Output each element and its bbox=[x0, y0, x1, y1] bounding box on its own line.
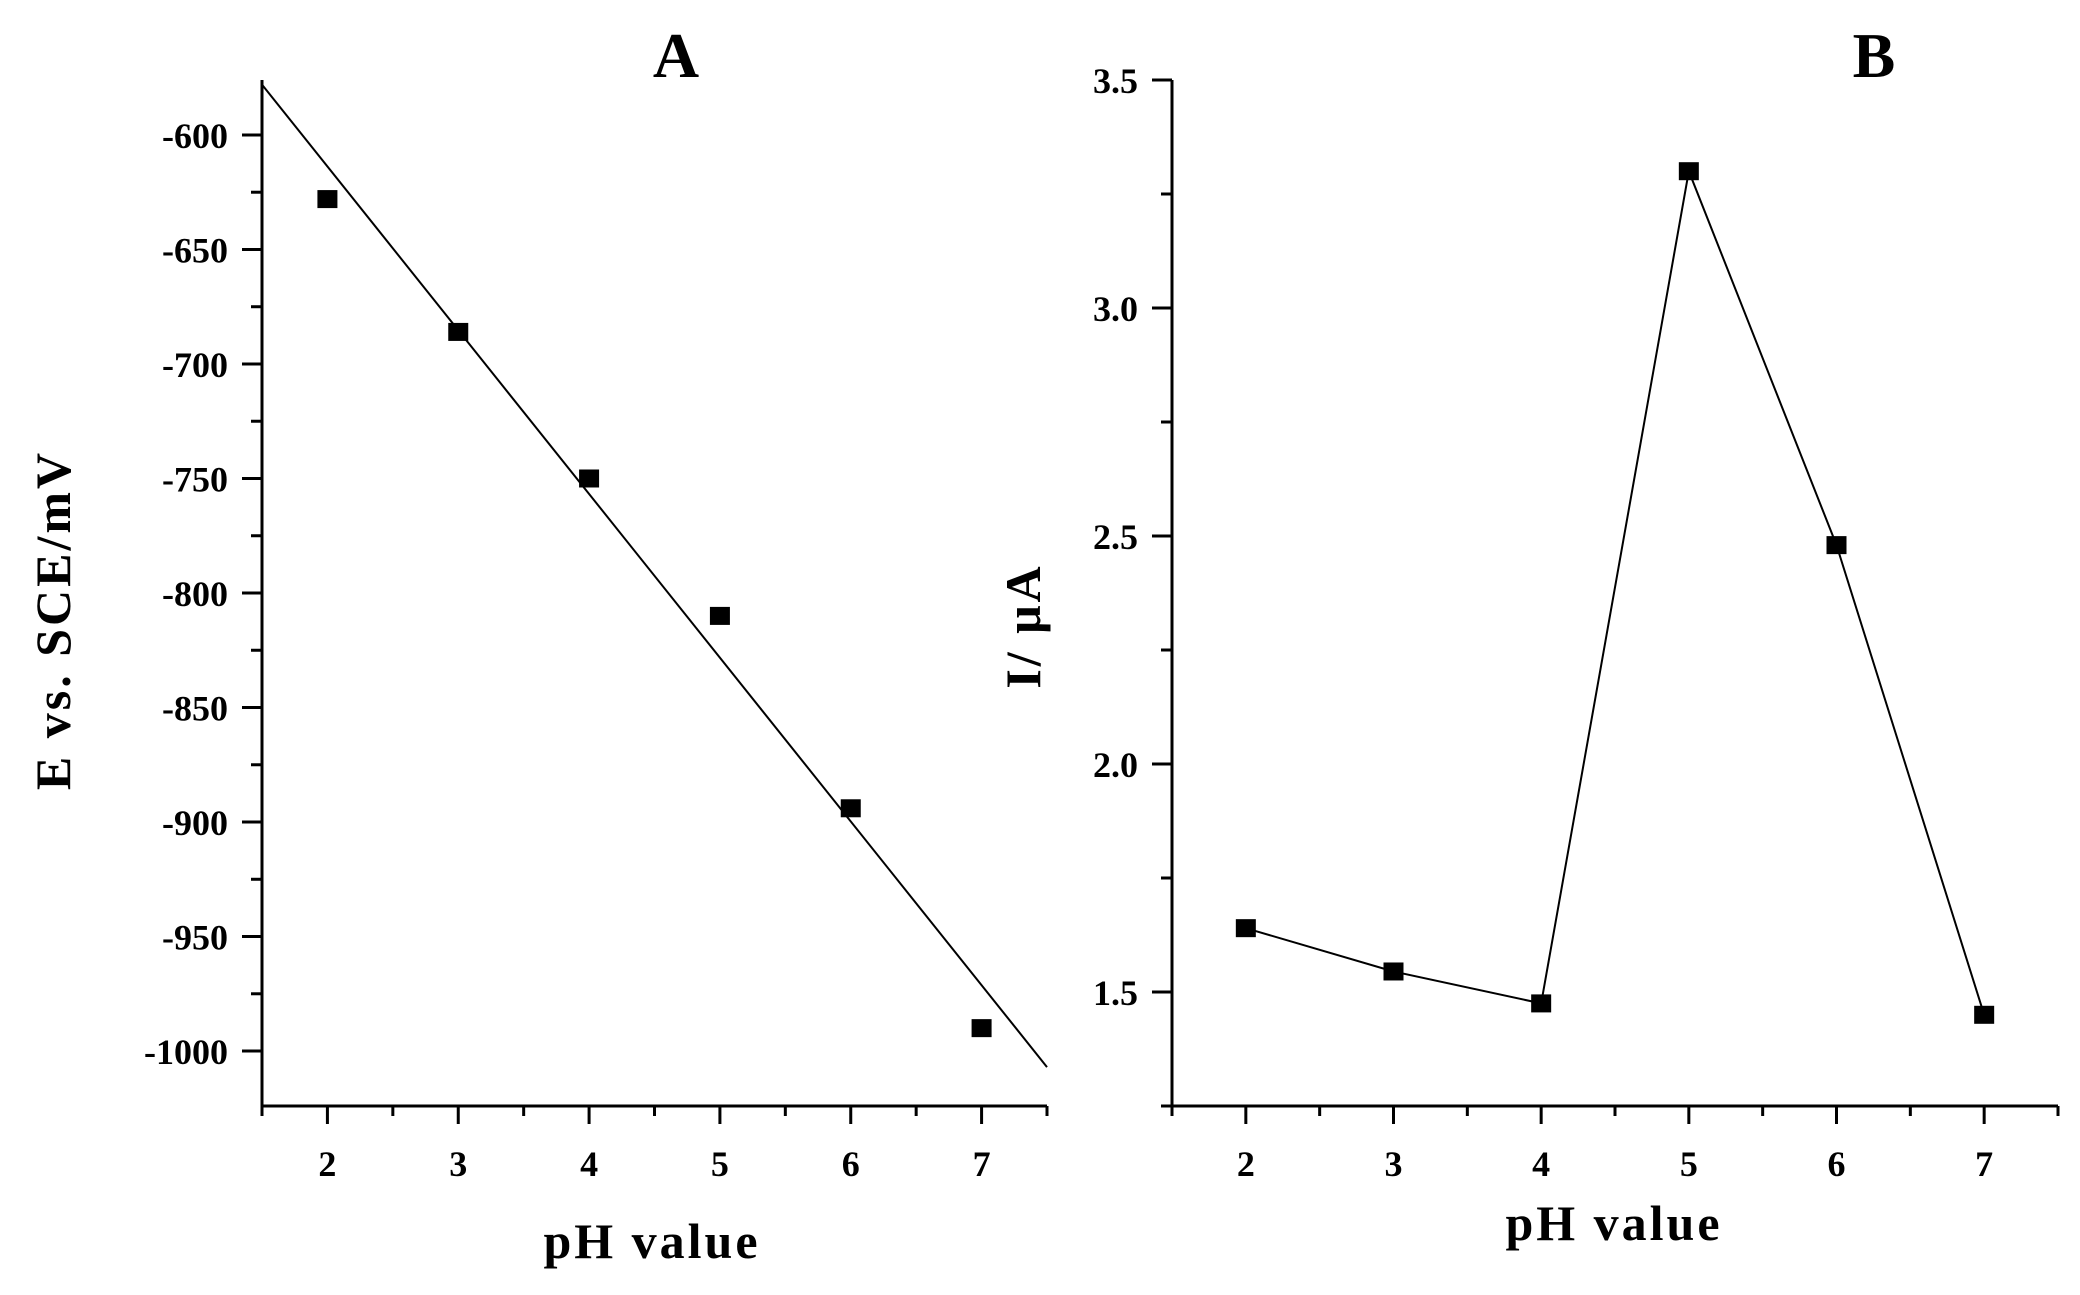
panel-b-x-tick-label: 2 bbox=[1237, 1144, 1255, 1184]
panel-a-x-tick-label: 3 bbox=[449, 1144, 467, 1184]
panel-b-y-tick-label: 2.5 bbox=[1093, 517, 1138, 557]
panel-b-y-tick-label: 3.5 bbox=[1093, 61, 1138, 101]
panel-b-x-tick-label: 3 bbox=[1385, 1144, 1403, 1184]
panel-b-y-tick-label: 2.0 bbox=[1093, 745, 1138, 785]
panel-a-data-point bbox=[840, 799, 861, 818]
panel-a-title: A bbox=[653, 20, 699, 91]
panel-a-y-tick-label: -900 bbox=[162, 803, 228, 843]
panel-a-x-tick-label: 7 bbox=[973, 1144, 991, 1184]
panel-a-y-tick-label: -650 bbox=[162, 230, 228, 270]
panel-a-y-tick-label: -750 bbox=[162, 459, 228, 499]
panel-b-data-point bbox=[1974, 1005, 1995, 1024]
panel-b-x-axis-title: pH value bbox=[1505, 1195, 1722, 1251]
panel-b-data-point bbox=[1383, 962, 1404, 981]
panel-a-fit-line bbox=[261, 83, 1048, 1068]
panel-a-x-tick-label: 6 bbox=[842, 1144, 860, 1184]
panel-b-x-tick-label: 6 bbox=[1828, 1144, 1846, 1184]
panel-a-y-tick-label: -600 bbox=[162, 116, 228, 156]
panel-b-y-axis-title: I/ μA bbox=[995, 563, 1051, 688]
panel-b-y-tick-label: 1.5 bbox=[1093, 973, 1138, 1013]
panel-b-data-point bbox=[1235, 919, 1256, 938]
panel-a-chart: A E vs. SCE/mV pH value 2 3 4 5 6 7 -600 -650 -7… bbox=[25, 20, 1049, 1269]
panel-b-chart: B I/ μA pH value 2 3 4 5 6 7 1.5 2.0 2.5 3.0 3.5 bbox=[995, 20, 2060, 1251]
panel-a-data-point bbox=[709, 606, 730, 625]
panel-b-data-point bbox=[1678, 162, 1699, 181]
panel-a-data-point bbox=[317, 190, 338, 209]
panel-a-y-tick-label: -700 bbox=[162, 345, 228, 385]
panel-a-data-point bbox=[579, 469, 600, 488]
panel-a-y-tick-label: -1000 bbox=[144, 1032, 228, 1072]
panel-a-data-point bbox=[971, 1019, 992, 1038]
panel-b-y-tick-label: 3.0 bbox=[1093, 289, 1138, 329]
panel-b-title: B bbox=[1853, 20, 1896, 91]
panel-b-data-point bbox=[1531, 994, 1552, 1013]
panel-a-y-axis-title: E vs. SCE/mV bbox=[25, 450, 81, 790]
panel-b-x-tick-label: 7 bbox=[1975, 1144, 1993, 1184]
panel-a-x-axis-title: pH value bbox=[543, 1213, 760, 1269]
panel-b-data-point bbox=[1826, 536, 1847, 555]
panel-b-series-line bbox=[1245, 167, 1986, 1016]
panel-b-x-tick-label: 4 bbox=[1532, 1144, 1550, 1184]
panel-a-x-tick-label: 4 bbox=[580, 1144, 598, 1184]
panel-a-data-point bbox=[448, 322, 469, 341]
panel-a-x-tick-label: 5 bbox=[711, 1144, 729, 1184]
panel-a-x-tick-label: 2 bbox=[318, 1144, 336, 1184]
panel-a-y-tick-label: -800 bbox=[162, 574, 228, 614]
panel-b-x-tick-label: 5 bbox=[1680, 1144, 1698, 1184]
panel-a-y-tick-label: -950 bbox=[162, 918, 228, 958]
panel-a-y-tick-label: -850 bbox=[162, 689, 228, 729]
